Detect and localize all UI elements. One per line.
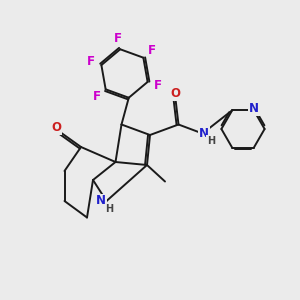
- Text: F: F: [148, 44, 156, 57]
- Text: N: N: [199, 127, 209, 140]
- Text: O: O: [51, 121, 62, 134]
- Text: O: O: [170, 87, 181, 100]
- Text: N: N: [249, 102, 259, 115]
- Text: F: F: [154, 79, 162, 92]
- Text: H: H: [207, 136, 215, 146]
- Text: F: F: [93, 90, 101, 103]
- Text: F: F: [87, 55, 95, 68]
- Text: N: N: [96, 194, 106, 208]
- Text: H: H: [105, 204, 113, 214]
- Text: F: F: [114, 32, 122, 44]
